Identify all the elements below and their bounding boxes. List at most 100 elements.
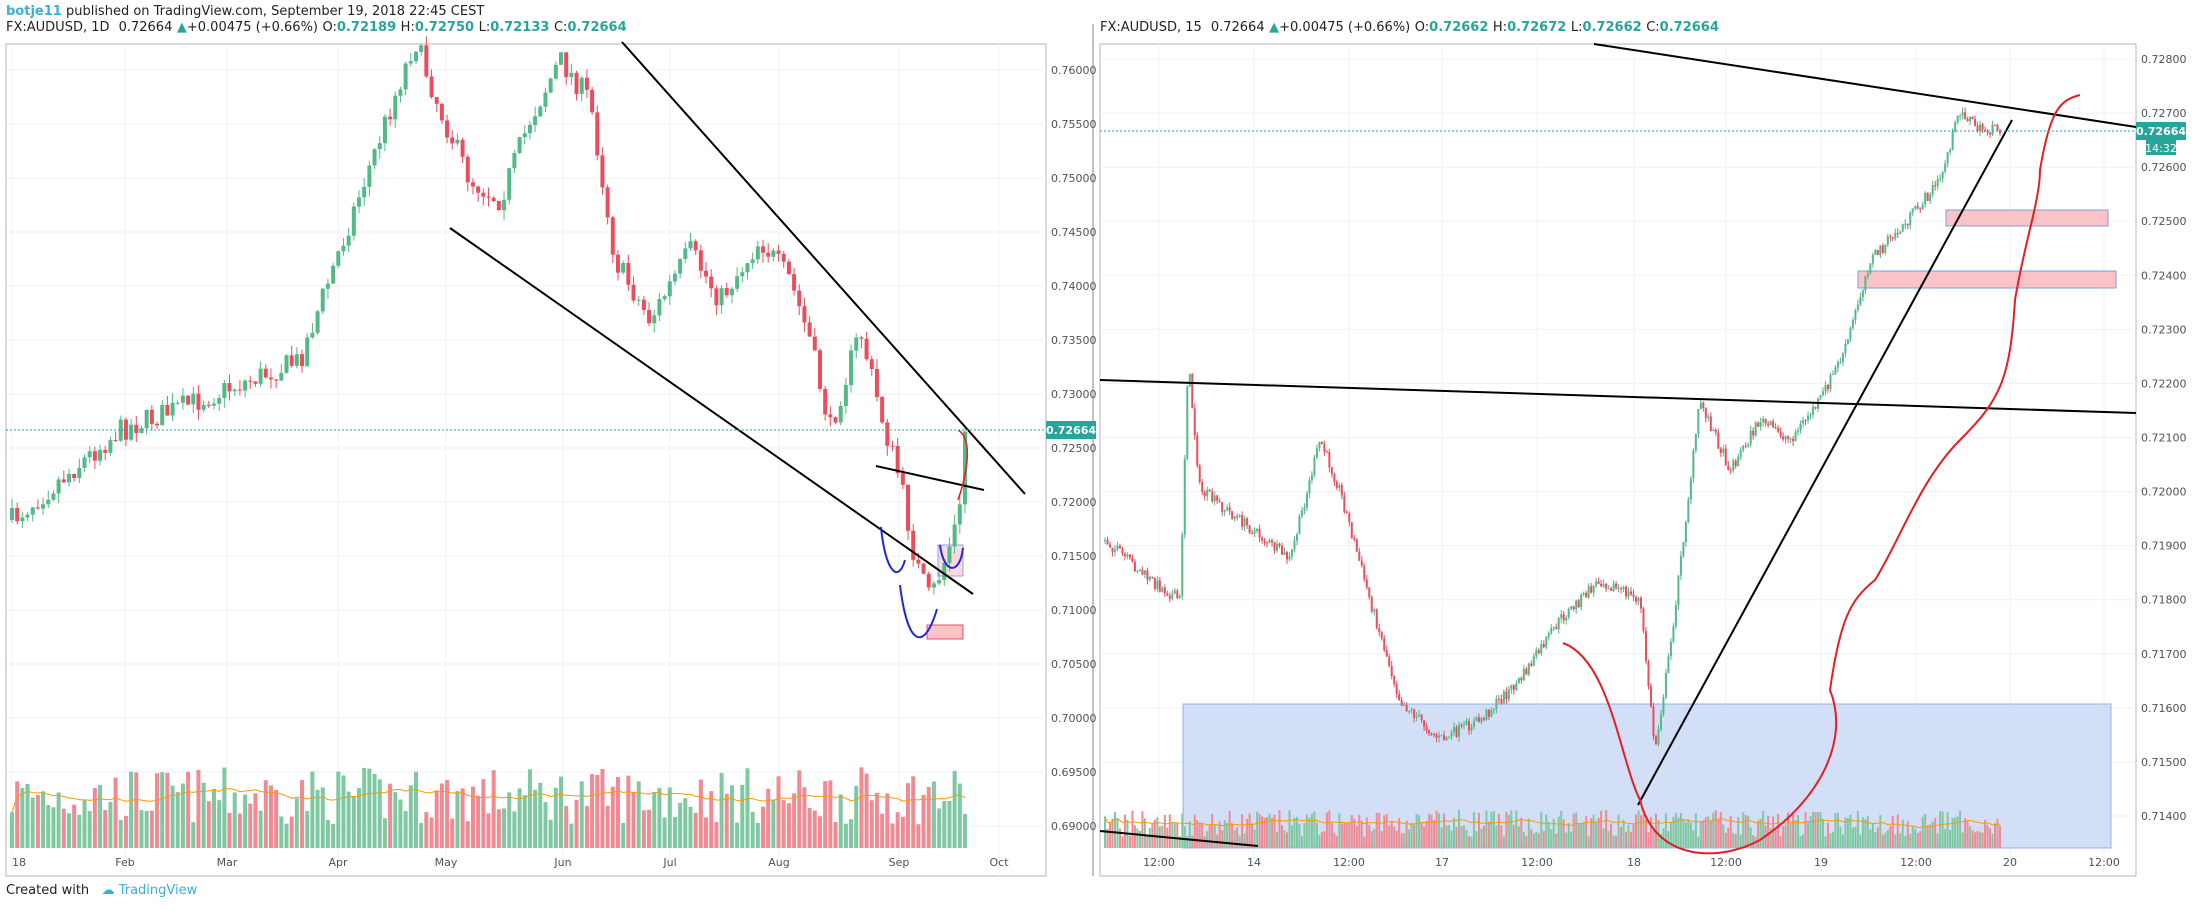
- left-red-arrow[interactable]: [957, 429, 969, 501]
- candle-body: [470, 182, 475, 187]
- candle-body: [1428, 730, 1431, 734]
- volume-bar: [817, 816, 822, 848]
- volume-bar: [621, 822, 626, 848]
- left-volume-bars: [10, 767, 967, 848]
- candle-body: [709, 276, 714, 289]
- candle-body: [1612, 583, 1615, 591]
- candle-body: [1166, 593, 1169, 596]
- candle-body: [1492, 709, 1495, 711]
- price-tick-label: 0.69000: [1051, 820, 1097, 833]
- volume-bar: [1423, 826, 1426, 848]
- volume-bar: [735, 822, 740, 848]
- right-red-path[interactable]: [1562, 94, 2081, 855]
- candle-body: [1911, 208, 1914, 213]
- candle-body: [92, 451, 97, 461]
- volume-bar: [1605, 810, 1608, 848]
- volume-bar: [1931, 821, 1934, 848]
- supply-zone-upper[interactable]: [1945, 209, 2109, 227]
- volume-bar: [1176, 823, 1179, 848]
- candle-body: [1153, 578, 1156, 589]
- candle-body: [450, 137, 455, 144]
- candle-body: [1146, 570, 1149, 580]
- volume-bar: [1762, 810, 1765, 848]
- right-trendlines[interactable]: [1099, 43, 2137, 847]
- up-triangle-icon: ▲: [1269, 20, 1280, 35]
- volume-bar: [227, 812, 232, 848]
- candle-body: [1582, 592, 1585, 595]
- candle-body: [315, 311, 320, 333]
- author-link[interactable]: botje11: [6, 4, 62, 19]
- volume-bar: [522, 795, 527, 848]
- time-tick-label: 18: [12, 856, 26, 869]
- volume-bar: [564, 806, 569, 848]
- candle-body: [1954, 122, 1957, 132]
- candle-body: [1370, 597, 1373, 612]
- candle-body: [1754, 422, 1757, 436]
- volume-bar: [942, 801, 947, 848]
- volume-bar: [206, 801, 211, 848]
- volume-bar: [196, 769, 201, 848]
- volume-bar: [1724, 832, 1727, 848]
- candle-body: [1577, 600, 1580, 608]
- volume-bar: [1742, 812, 1745, 848]
- candle-body: [476, 186, 481, 193]
- candle-body: [1585, 592, 1588, 598]
- volume-bar: [709, 791, 714, 848]
- candle-body: [1804, 420, 1807, 422]
- candle-body: [1420, 714, 1423, 721]
- candle-body: [1944, 163, 1947, 172]
- time-tick-label: Apr: [328, 856, 348, 869]
- volume-bar: [1106, 828, 1109, 848]
- volume-bar: [854, 785, 859, 848]
- volume-bar: [704, 817, 709, 848]
- volume-bar: [1510, 810, 1513, 848]
- candle-body: [403, 63, 408, 90]
- volume-bar: [1418, 815, 1421, 848]
- left-price-axis[interactable]: 0.76000 0.75500 0.75000 0.74500 0.74000 0.735…: [1051, 64, 1097, 833]
- volume-bar: [1403, 833, 1406, 848]
- right-time-axis[interactable]: 12:00 14 12:00 17 12:00 18 12:00 19 12:00 20 12:00: [1143, 856, 2120, 869]
- candle-body: [357, 197, 362, 207]
- volume-bar: [1964, 818, 1967, 848]
- volume-bar: [1246, 818, 1249, 848]
- candle-body: [1281, 545, 1284, 555]
- candle-body: [1118, 545, 1121, 549]
- candle-body: [698, 250, 703, 271]
- volume-bar: [1782, 826, 1785, 848]
- candle-body: [1826, 384, 1829, 390]
- candle-body: [1363, 565, 1366, 580]
- candle-body: [211, 403, 216, 406]
- left-trendlines[interactable]: [449, 41, 1026, 595]
- volume-bar: [1251, 823, 1254, 848]
- zone-marker[interactable]: [926, 624, 964, 640]
- left-pattern-curves[interactable]: [880, 526, 964, 639]
- candle-body: [1448, 736, 1451, 738]
- volume-bar: [1248, 813, 1251, 848]
- volume-bar: [336, 771, 341, 848]
- volume-bar: [1889, 826, 1892, 848]
- volume-bar: [268, 785, 273, 848]
- right-price-axis[interactable]: 0.72800 0.72700 0.72600 0.72500 0.72400 0.723…: [2141, 53, 2187, 823]
- supply-zone-lower[interactable]: [1857, 270, 2117, 289]
- volume-bar: [1400, 833, 1403, 848]
- candle-body: [1547, 633, 1550, 638]
- volume-bar: [439, 783, 444, 848]
- price-tick-label: 0.72100: [2141, 432, 2187, 445]
- price-tick-label: 0.72200: [2141, 377, 2187, 390]
- volume-bar: [1288, 810, 1291, 848]
- tradingview-link[interactable]: TradingView: [118, 883, 198, 898]
- left-time-axis[interactable]: 18 Feb Mar Apr May Jun Jul Aug Sep Oct: [12, 856, 1009, 869]
- volume-bar: [1767, 815, 1770, 848]
- tradingview-logo-icon[interactable]: ☁: [101, 883, 115, 898]
- lower-line: [1099, 830, 1259, 847]
- volume-bar: [1595, 822, 1598, 848]
- candle-body: [874, 368, 879, 397]
- candle-body: [155, 423, 160, 426]
- time-tick-label: Aug: [768, 856, 789, 869]
- volume-bar: [1121, 836, 1124, 848]
- volume-bar: [1243, 833, 1246, 848]
- candle-body: [144, 409, 149, 429]
- demand-zone[interactable]: [1182, 703, 2112, 849]
- candle-body: [1794, 431, 1797, 442]
